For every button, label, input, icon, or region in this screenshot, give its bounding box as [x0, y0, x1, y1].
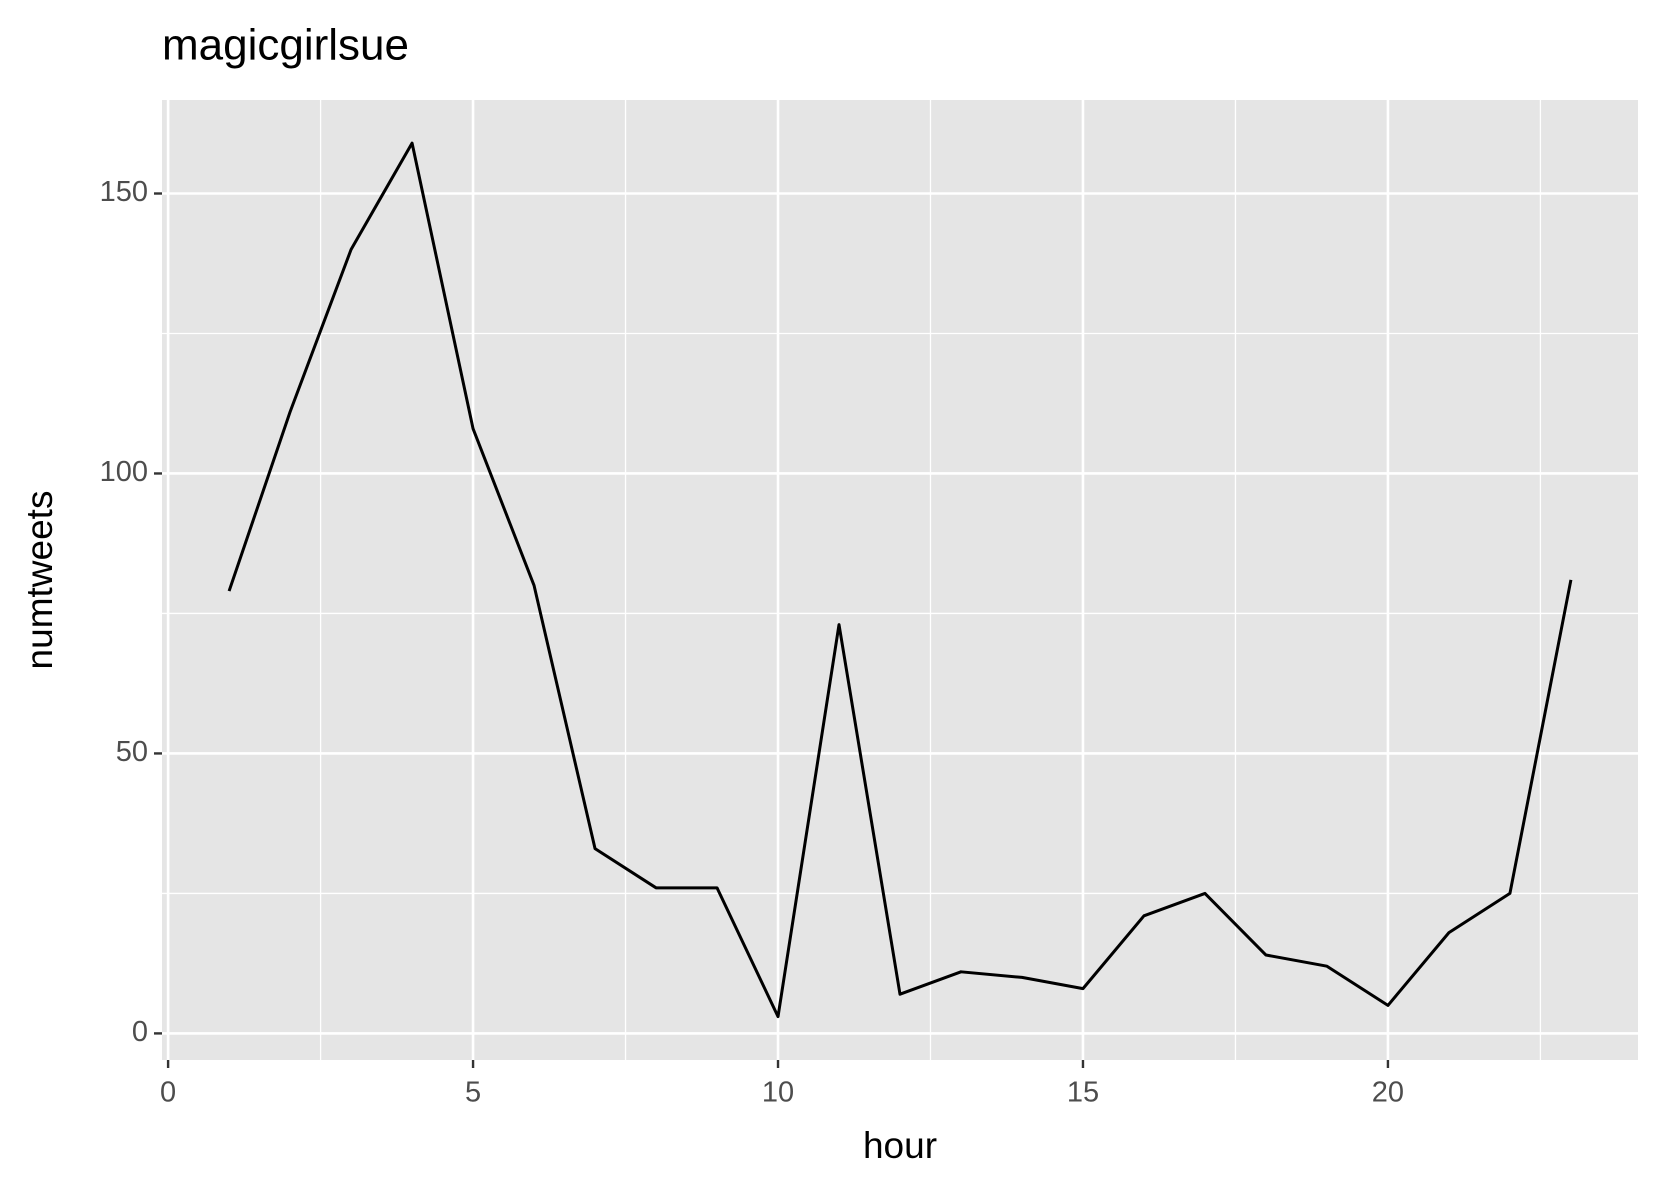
x-tick-label: 5: [465, 1077, 481, 1109]
x-tick-label: 10: [762, 1077, 794, 1109]
x-tick-label: 0: [160, 1077, 176, 1109]
y-tick-label: 50: [116, 736, 148, 768]
y-tick-label: 100: [100, 456, 148, 488]
y-tick-label: 150: [100, 176, 148, 208]
x-tick-label: 15: [1067, 1077, 1099, 1109]
x-axis-title: hour: [863, 1125, 937, 1166]
chart-title: magicgirlsue: [162, 21, 409, 70]
y-axis-title: numtweets: [19, 491, 60, 670]
x-tick-label: 20: [1372, 1077, 1404, 1109]
data-line: [227, 141, 1573, 1019]
plot-panel: [162, 100, 1638, 1060]
y-tick-label: 0: [132, 1016, 148, 1048]
